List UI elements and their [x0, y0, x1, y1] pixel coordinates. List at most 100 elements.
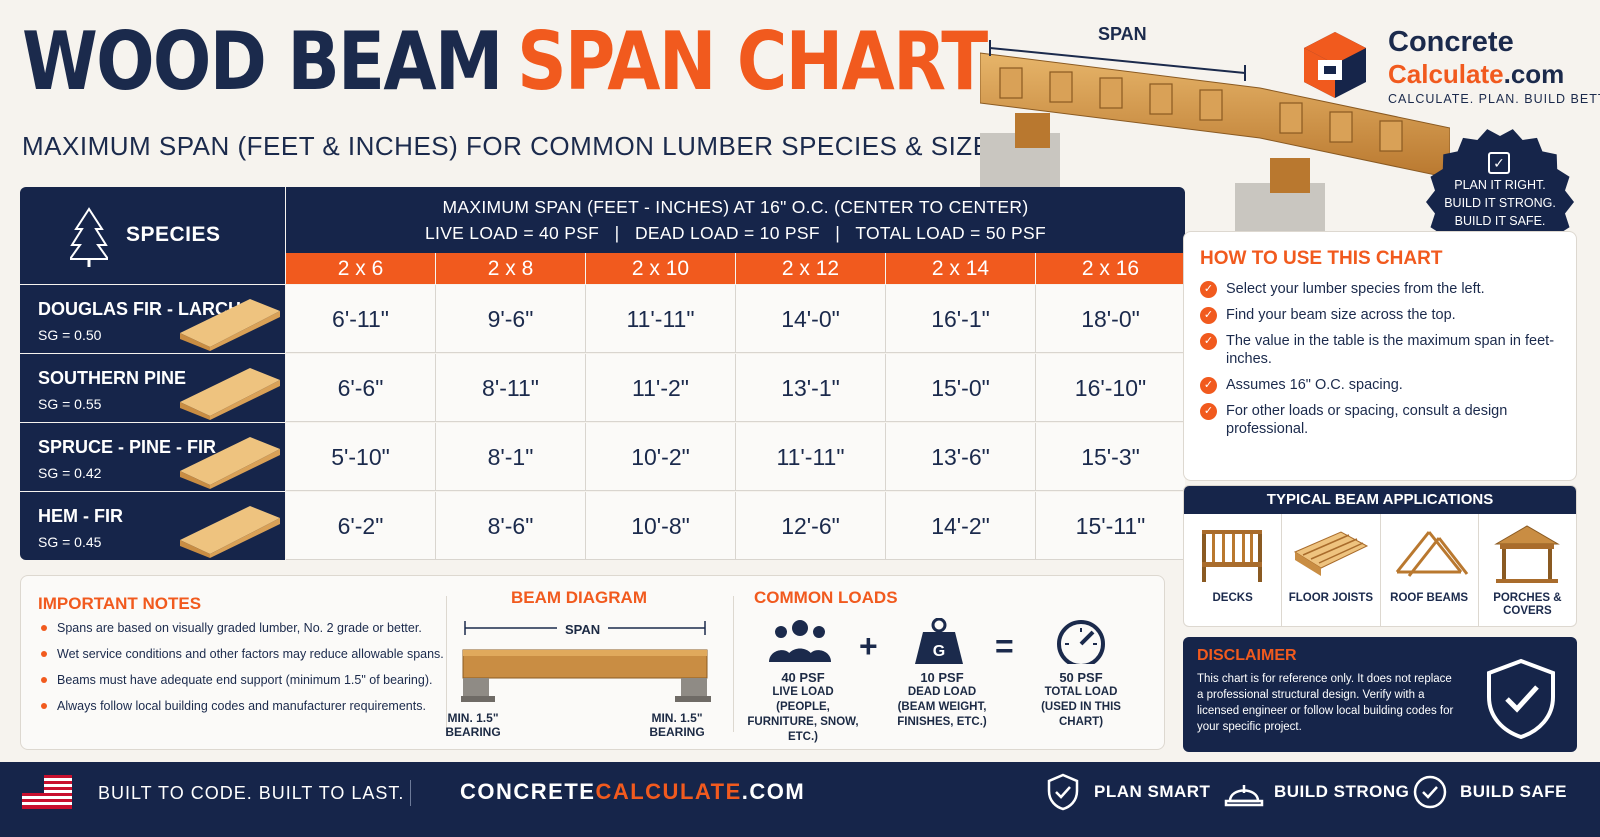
- bearing-left-label: MIN. 1.5" BEARING: [445, 711, 501, 739]
- deck-icon: [1201, 530, 1262, 582]
- species-sg: SG = 0.50: [38, 327, 102, 343]
- check-circle-icon: ✓: [1200, 281, 1217, 298]
- span-header: MAXIMUM SPAN (FEET - INCHES) AT 16" O.C.…: [286, 187, 1185, 253]
- porch-icon: [1494, 525, 1561, 583]
- footer-slogan: BUILT TO CODE. BUILT TO LAST.: [98, 783, 405, 803]
- footer-build-safe: BUILD SAFE: [1460, 782, 1567, 801]
- shield-icon: [1047, 773, 1079, 811]
- application-floor-joists: FLOOR JOISTS: [1282, 514, 1381, 626]
- application-label: DECKS: [1212, 592, 1253, 604]
- shield-check-icon: [1487, 658, 1555, 739]
- lumber-plank-icon: [180, 299, 280, 351]
- check-circle-icon: [1413, 775, 1447, 809]
- span-values-row: 6'-11" 9'-6" 11'-11" 14'-0" 16'-1" 18'-0…: [286, 285, 1185, 353]
- note-item: Wet service conditions and other factors…: [38, 646, 458, 662]
- beam-diagram-illustration: [461, 621, 711, 702]
- how-to-use-title: HOW TO USE THIS CHART: [1200, 248, 1443, 269]
- gauge-icon: [1057, 620, 1105, 664]
- size-header-cell: 2 x 12: [736, 253, 886, 284]
- divider: [733, 596, 734, 732]
- span-value-cell: 13'-1": [736, 354, 886, 422]
- bearing-right-label: MIN. 1.5" BEARING: [649, 711, 705, 739]
- us-flag-icon: [22, 775, 72, 809]
- total-load-label: TOTAL LOAD: [1044, 686, 1118, 698]
- span-value-cell: 15'-3": [1036, 423, 1185, 491]
- dead-load-value: 10 PSF: [920, 670, 964, 685]
- span-value-cell: 10'-8": [586, 492, 736, 560]
- footer-url-part2: CALCULATE: [595, 779, 742, 804]
- application-porches: PORCHES & COVERS: [1479, 514, 1576, 626]
- plus-operator: +: [859, 628, 878, 664]
- application-label: PORCHES & COVERS: [1493, 592, 1562, 617]
- species-row-spruce-pine-fir: SPRUCE - PINE - FIR SG = 0.42: [20, 423, 285, 491]
- live-load-label: LIVE LOAD: [772, 686, 834, 698]
- live-load-value: 40 PSF: [781, 670, 825, 685]
- note-item: Beams must have adequate end support (mi…: [38, 672, 458, 688]
- roof-beams-icon: [1395, 531, 1469, 577]
- note-item: Always follow local building codes and m…: [38, 698, 458, 714]
- species-row-douglas-fir: DOUGLAS FIR - LARCH SG = 0.50: [20, 285, 285, 353]
- species-sg: SG = 0.45: [38, 534, 102, 550]
- live-load: 40 PSF LIVE LOAD (PEOPLE, FURNITURE, SNO…: [743, 670, 863, 745]
- span-value-cell: 11'-11": [586, 285, 736, 353]
- how-to-item: ✓ Assumes 16" O.C. spacing.: [1200, 376, 1560, 394]
- how-to-item: ✓ For other loads or spacing, consult a d…: [1200, 402, 1560, 438]
- application-label: ROOF BEAMS: [1390, 592, 1469, 604]
- span-value-cell: 6'-6": [286, 354, 436, 422]
- span-value-cell: 10'-2": [586, 423, 736, 491]
- dead-load-desc: (BEAM WEIGHT, FINISHES, ETC.): [897, 701, 987, 728]
- span-value-cell: 16'-1": [886, 285, 1036, 353]
- how-to-item: ✓ Find your beam size across the top.: [1200, 306, 1560, 324]
- disclaimer-text: This chart is for reference only. It doe…: [1197, 673, 1454, 733]
- size-header-cell: 2 x 8: [436, 253, 586, 284]
- span-table: SPECIES MAXIMUM SPAN (FEET - INCHES) AT …: [20, 187, 1185, 571]
- span-value-cell: 8'-6": [436, 492, 586, 560]
- title-part2: SPAN CHART: [517, 15, 988, 108]
- page-subtitle: MAXIMUM SPAN (FEET & INCHES) FOR COMMON …: [22, 131, 1009, 161]
- badge-line3: BUILD IT SAFE.: [1454, 214, 1546, 228]
- footer-url[interactable]: CONCRETECALCULATE.COM: [460, 779, 805, 805]
- brand-name-main: Calculate: [1388, 59, 1504, 89]
- size-header-cell: 2 x 10: [586, 253, 736, 284]
- applications-title: TYPICAL BEAM APPLICATIONS: [1184, 486, 1576, 514]
- span-value-cell: 13'-6": [886, 423, 1036, 491]
- diagram-title: BEAM DIAGRAM: [511, 588, 647, 607]
- species-row-hem-fir: HEM - FIR SG = 0.45: [20, 492, 285, 560]
- species-header: SPECIES: [20, 187, 285, 284]
- span-values-row: 5'-10" 8'-1" 10'-2" 11'-11" 13'-6" 15'-3…: [286, 423, 1185, 491]
- how-to-item-text: Assumes 16" O.C. spacing.: [1226, 377, 1403, 393]
- hero-span-label: SPAN: [1098, 24, 1147, 44]
- total-load: 50 PSF TOTAL LOAD (USED IN THIS CHART): [1036, 670, 1126, 730]
- span-value-cell: 15'-0": [886, 354, 1036, 422]
- footer-url-part3: .COM: [741, 779, 806, 804]
- check-circle-icon: ✓: [1200, 333, 1217, 350]
- how-to-item-text: Select your lumber species from the left…: [1226, 281, 1485, 297]
- total-load-desc: (USED IN THIS CHART): [1041, 701, 1121, 728]
- span-value-cell: 14'-0": [736, 285, 886, 353]
- check-circle-icon: ✓: [1200, 403, 1217, 420]
- size-header-cell: 2 x 6: [286, 253, 436, 284]
- weight-letter: G: [933, 643, 945, 660]
- diagram-span-label: SPAN: [557, 622, 609, 637]
- footer-url-part1: CONCRETE: [460, 779, 596, 804]
- total-load-value: 50 PSF: [1059, 670, 1103, 685]
- live-load-desc: (PEOPLE, FURNITURE, SNOW, ETC.): [747, 701, 859, 743]
- brand-name-line2: Calculate.com: [1388, 59, 1564, 90]
- badge-line1: PLAN IT RIGHT.: [1454, 178, 1546, 192]
- disclaimer-panel: DISCLAIMER This chart is for reference o…: [1183, 637, 1577, 752]
- span-value-cell: 11'-2": [586, 354, 736, 422]
- note-item: Spans are based on visually graded lumbe…: [38, 620, 458, 636]
- lumber-plank-icon: [180, 368, 280, 420]
- page-title: WOOD BEAM SPAN CHART: [22, 12, 988, 112]
- footer-plan-smart: PLAN SMART: [1094, 782, 1211, 801]
- how-to-use-panel: HOW TO USE THIS CHART ✓ Select your lumbe…: [1183, 231, 1577, 481]
- lumber-plank-icon: [180, 437, 280, 489]
- span-value-cell: 12'-6": [736, 492, 886, 560]
- span-value-cell: 9'-6": [436, 285, 586, 353]
- species-sg: SG = 0.55: [38, 396, 102, 412]
- species-row-southern-pine: SOUTHERN PINE SG = 0.55: [20, 354, 285, 422]
- pine-tree-icon: [70, 207, 108, 267]
- footer-build-strong: BUILD STRONG: [1274, 782, 1410, 801]
- dead-load-label: DEAD LOAD: [907, 686, 977, 698]
- species-header-label: SPECIES: [126, 223, 221, 246]
